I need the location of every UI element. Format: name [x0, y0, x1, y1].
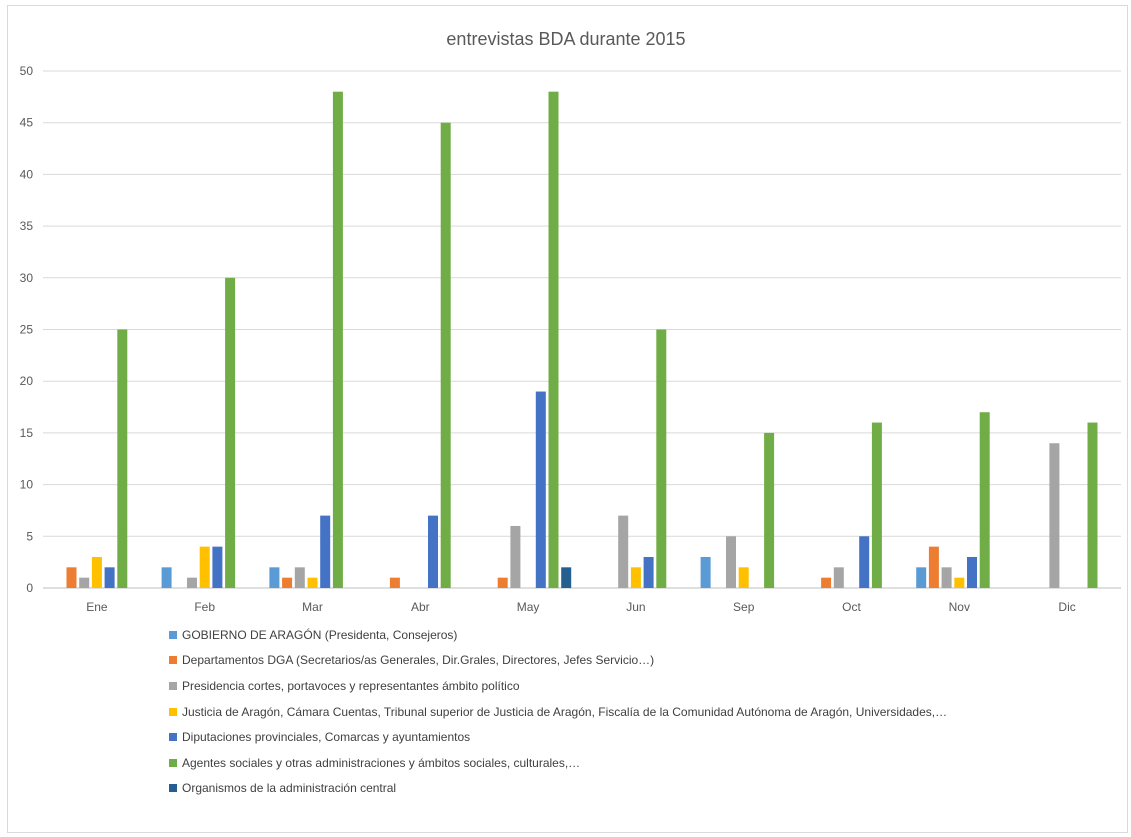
- x-tick-label: Abr: [411, 600, 430, 614]
- bar-mar-series-1: [269, 567, 280, 588]
- legend-label: Presidencia cortes, portavoces y represe…: [182, 678, 520, 693]
- bar-sep-series-3: [726, 536, 736, 588]
- bar-oct-series-6: [871, 422, 882, 588]
- legend-label: Agentes sociales y otras administracione…: [182, 755, 581, 770]
- chart-title: entrevistas BDA durante 2015: [446, 29, 685, 49]
- bar-abr-series-5: [428, 515, 438, 588]
- bar-ene-series-2: [66, 567, 77, 588]
- bar-oct-series-2: [821, 577, 832, 588]
- bar-nov-series-4: [954, 577, 965, 588]
- x-tick-label: Oct: [842, 600, 861, 614]
- legend-item: Diputaciones provinciales, Comarcas y ay…: [169, 724, 947, 750]
- bar-ene-series-3: [79, 577, 90, 588]
- legend-swatch: [169, 707, 177, 716]
- bar-jun-series-4: [630, 567, 641, 588]
- y-tick-label: 40: [20, 167, 34, 181]
- legend-item: Organismos de la administración central: [169, 776, 947, 802]
- x-tick-label: Ene: [86, 600, 108, 614]
- bar-nov-series-1: [916, 567, 927, 588]
- bar-nov-series-3: [941, 567, 952, 588]
- bar-may-series-3: [510, 525, 521, 588]
- legend-label: Diputaciones provinciales, Comarcas y ay…: [182, 730, 471, 745]
- bar-jun-series-5: [643, 556, 654, 588]
- x-tick-label: Nov: [949, 600, 970, 614]
- x-axis-ticks: Ene Feb Mar Abr May Jun Sep Oct Nov Dic: [86, 600, 1076, 614]
- bar-may-series-6: [548, 91, 559, 589]
- x-tick-label: Feb: [194, 600, 215, 614]
- bar-abr-series-2: [389, 577, 400, 588]
- bar-dic-series-6: [1087, 422, 1098, 588]
- y-tick-label: 35: [20, 219, 34, 233]
- x-tick-label: Dic: [1058, 600, 1075, 614]
- bar-feb-series-6: [225, 277, 236, 588]
- y-tick-label: 50: [20, 64, 34, 78]
- legend-label: Departamentos DGA (Secretarios/as Genera…: [182, 653, 655, 668]
- bar-nov-series-2: [928, 546, 939, 588]
- legend: GOBIERNO DE ARAGÓN (Presidenta, Consejer…: [169, 622, 947, 801]
- legend-swatch: [169, 681, 177, 690]
- bar-jun-series-6: [656, 329, 667, 588]
- chart-frame: [7, 5, 1128, 833]
- x-tick-label: Sep: [733, 600, 755, 614]
- y-tick-label: 15: [20, 426, 34, 440]
- bar-abr-series-6: [440, 122, 451, 588]
- bar-ene-series-5: [104, 567, 115, 588]
- bar-mar-series-6: [332, 91, 343, 589]
- bar-feb-series-1: [161, 567, 172, 588]
- bar-may-series-5: [535, 391, 546, 588]
- bar-dic-series-3: [1049, 443, 1060, 588]
- bar-mar-series-2: [282, 577, 293, 588]
- legend-item: Departamentos DGA (Secretarios/as Genera…: [169, 648, 947, 674]
- legend-item: Agentes sociales y otras administracione…: [169, 750, 947, 776]
- bar-may-series-7: [561, 567, 572, 588]
- bar-mar-series-4: [307, 577, 318, 588]
- legend-item: Justicia de Aragón, Cámara Cuentas, Trib…: [169, 699, 947, 725]
- bar-oct-series-5: [859, 536, 870, 588]
- bar-sep-series-6: [764, 432, 775, 588]
- bar-nov-series-5: [967, 556, 977, 588]
- x-tick-label: Jun: [626, 600, 645, 614]
- bar-mar-series-3: [294, 567, 305, 588]
- y-tick-label: 30: [20, 271, 34, 285]
- y-tick-label: 10: [20, 478, 34, 492]
- y-tick-label: 45: [20, 116, 34, 130]
- bar-feb-series-4: [199, 546, 210, 588]
- bar-feb-series-5: [212, 546, 223, 588]
- legend-item: GOBIERNO DE ARAGÓN (Presidenta, Consejer…: [169, 622, 947, 648]
- y-tick-label: 0: [26, 581, 33, 595]
- bar-may-series-2: [497, 577, 508, 588]
- legend-item: Presidencia cortes, portavoces y represe…: [169, 673, 947, 699]
- bar-nov-series-6: [979, 412, 990, 588]
- legend-swatch: [169, 784, 177, 793]
- bar-ene-series-6: [117, 329, 128, 588]
- bar-mar-series-5: [320, 515, 331, 588]
- legend-swatch: [169, 656, 177, 665]
- legend-label: Justicia de Aragón, Cámara Cuentas, Trib…: [182, 704, 948, 719]
- y-tick-label: 5: [26, 529, 33, 543]
- x-tick-label: May: [517, 600, 540, 614]
- legend-swatch: [169, 758, 177, 767]
- bar-sep-series-4: [738, 567, 749, 588]
- y-axis-ticks: 0 5 10 15 20 25 30 35 40 45 50: [20, 64, 34, 595]
- x-tick-label: Mar: [302, 600, 323, 614]
- gridlines: [43, 70, 1121, 589]
- legend-swatch: [169, 630, 177, 639]
- bar-oct-series-3: [833, 567, 844, 588]
- bar-jun-series-3: [618, 515, 629, 588]
- legend-label: GOBIERNO DE ARAGÓN (Presidenta, Consejer…: [182, 627, 458, 642]
- y-tick-label: 20: [20, 374, 34, 388]
- bars: [66, 91, 1098, 589]
- legend-label: Organismos de la administración central: [182, 781, 397, 796]
- bar-feb-series-3: [187, 577, 197, 588]
- bar-ene-series-4: [91, 556, 102, 588]
- bar-sep-series-1: [700, 556, 711, 588]
- legend-swatch: [169, 733, 177, 742]
- y-tick-label: 25: [20, 323, 34, 337]
